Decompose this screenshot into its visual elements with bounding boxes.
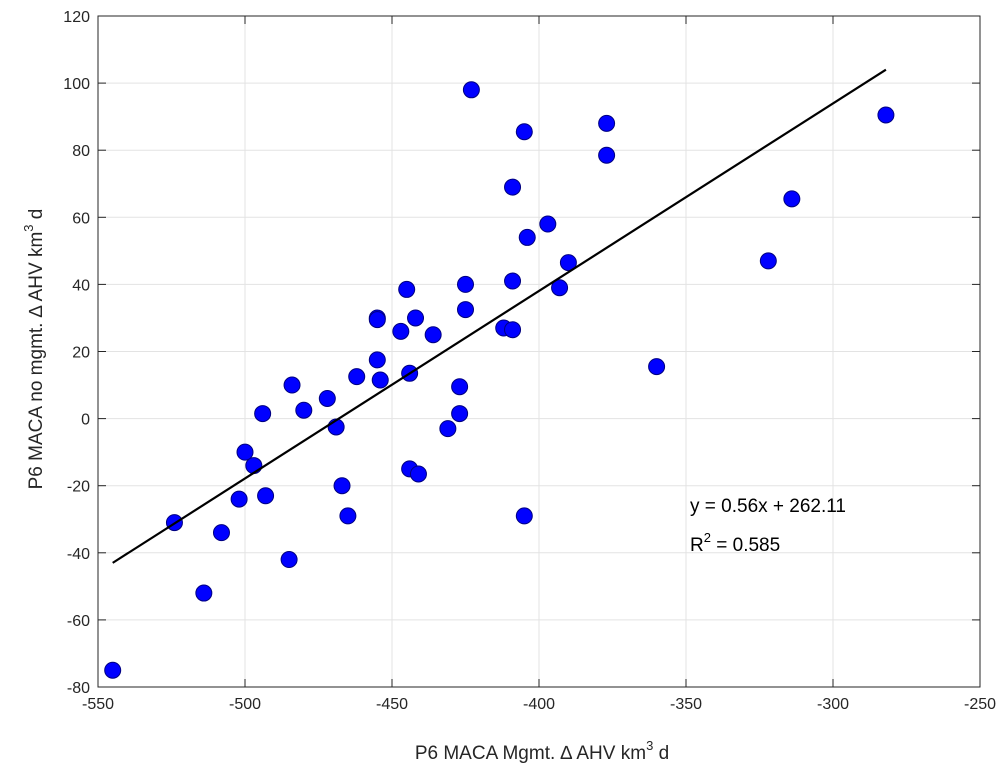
- data-point: [648, 358, 666, 376]
- data-point: [451, 405, 469, 423]
- regression-line: [112, 68, 887, 564]
- data-point: [195, 584, 213, 602]
- regression-equation: y = 0.56x + 262.11: [690, 496, 846, 517]
- r-squared-label: R2 = 0.585: [690, 530, 780, 556]
- data-point: [759, 252, 777, 270]
- data-point: [407, 309, 425, 327]
- data-point: [245, 457, 263, 475]
- data-point: [451, 378, 469, 396]
- data-point: [598, 114, 616, 132]
- data-point: [504, 178, 522, 196]
- data-point: [104, 661, 122, 679]
- data-point: [212, 524, 230, 542]
- data-points: [104, 81, 895, 679]
- data-point: [333, 477, 351, 495]
- y-tick-label: -40: [67, 546, 90, 563]
- x-axis-label: P6 MACA Mgmt. ∆ AHV km3 d: [415, 738, 669, 764]
- x-tick-label: -300: [817, 696, 849, 713]
- r-squared-prefix: R: [690, 535, 704, 556]
- data-point: [254, 405, 272, 423]
- x-axis-label-sup: 3: [646, 738, 653, 753]
- data-point: [877, 106, 895, 124]
- data-point: [371, 371, 389, 389]
- y-tick-label: -60: [67, 613, 90, 630]
- x-axis-label-middle: AHV km: [572, 743, 646, 764]
- x-tick-label: -350: [670, 696, 702, 713]
- r-squared-value: = 0.585: [711, 535, 780, 556]
- data-point: [559, 254, 577, 272]
- data-point: [783, 190, 801, 208]
- x-tick-label: -500: [229, 696, 261, 713]
- data-point: [457, 301, 474, 319]
- data-point: [462, 81, 480, 99]
- x-axis-delta: ∆: [561, 743, 573, 764]
- x-tick-label: -550: [82, 696, 114, 713]
- y-tick-label: 120: [63, 9, 90, 26]
- data-point: [368, 351, 386, 369]
- y-axis-label-suffix: d: [26, 209, 47, 225]
- y-tick-label: 80: [72, 143, 90, 160]
- y-axis-label-middle: AHV km: [26, 232, 47, 306]
- x-axis-label-suffix: d: [653, 743, 669, 764]
- y-tick-label: 100: [63, 76, 90, 93]
- data-point: [504, 321, 522, 339]
- data-point: [398, 280, 416, 298]
- data-point: [551, 279, 569, 297]
- data-point: [368, 311, 386, 329]
- data-point: [280, 551, 298, 569]
- r-squared-sup: 2: [704, 530, 711, 545]
- x-tick-label: -400: [523, 696, 555, 713]
- data-point: [409, 465, 427, 483]
- data-point: [539, 215, 557, 233]
- y-axis-label-prefix: P6 MACA no mgmt.: [26, 317, 47, 489]
- data-point: [515, 123, 533, 141]
- y-tick-label: 40: [72, 277, 90, 294]
- data-point: [236, 443, 254, 461]
- data-point: [295, 401, 313, 419]
- y-tick-label: 60: [72, 210, 90, 227]
- x-tick-label: -250: [964, 696, 996, 713]
- data-point: [457, 275, 474, 293]
- data-point: [424, 326, 442, 344]
- y-tick-label: 20: [72, 345, 90, 362]
- x-axis-ticks: -550 -500 -450 -400 -350 -300 -250: [82, 16, 996, 713]
- data-point: [598, 146, 616, 164]
- data-point: [504, 272, 522, 290]
- y-tick-label: 0: [81, 412, 90, 429]
- data-point: [318, 389, 336, 407]
- data-point: [439, 420, 457, 438]
- data-point: [518, 228, 536, 246]
- y-tick-label: -80: [67, 680, 90, 697]
- data-point: [515, 507, 533, 525]
- data-point: [257, 487, 275, 505]
- x-axis-label-prefix: P6 MACA Mgmt.: [415, 743, 561, 764]
- y-tick-label: -20: [67, 479, 90, 496]
- y-axis-label: P6 MACA no mgmt. ∆ AHV km3 d: [21, 209, 47, 490]
- data-point: [230, 490, 248, 508]
- x-tick-label: -450: [376, 696, 408, 713]
- y-axis-delta: ∆: [26, 305, 47, 317]
- y-axis-label-sup: 3: [21, 224, 36, 231]
- data-point: [339, 507, 357, 525]
- data-point: [348, 368, 366, 386]
- data-point: [392, 322, 410, 340]
- data-point: [283, 376, 301, 394]
- y-axis-ticks: -80 -60 -40 -20 0 20 40 60 80 100 120: [63, 9, 980, 697]
